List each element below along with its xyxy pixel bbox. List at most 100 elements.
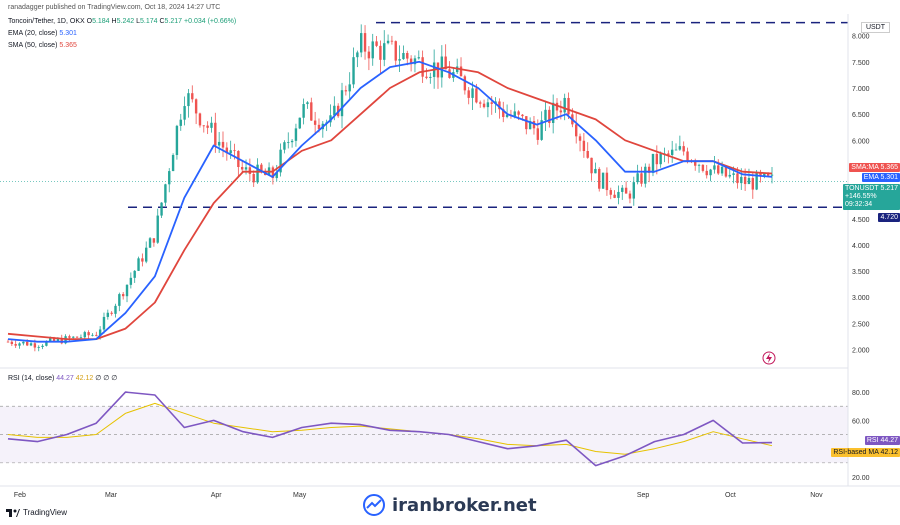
candle-body bbox=[482, 103, 486, 108]
candle-body bbox=[37, 346, 40, 348]
candle-body bbox=[6, 341, 10, 343]
candle-body bbox=[647, 166, 651, 173]
candle-body bbox=[670, 149, 674, 156]
rsi-tick-label: 60.00 bbox=[852, 418, 870, 425]
candle-body bbox=[49, 338, 52, 342]
candle-body bbox=[697, 164, 701, 166]
candle-body bbox=[505, 114, 509, 117]
rsi-legend-label: RSI (14, close) bbox=[8, 375, 55, 382]
candle-body bbox=[72, 336, 75, 338]
candle-body bbox=[83, 332, 86, 338]
candle-body bbox=[559, 110, 563, 113]
indicator-lines bbox=[7, 60, 773, 343]
ohlc-close: C5.217 bbox=[159, 18, 183, 25]
lightning-icon[interactable] bbox=[762, 351, 776, 365]
price-tick-label: 6.500 bbox=[852, 112, 870, 119]
ema-legend[interactable]: EMA (20, close) 5.301 bbox=[8, 30, 77, 37]
candle-body bbox=[578, 136, 582, 141]
candle-body bbox=[333, 105, 336, 116]
candle-body bbox=[528, 121, 532, 130]
candle-body bbox=[306, 102, 309, 105]
candle-body bbox=[313, 120, 317, 125]
candle-body bbox=[548, 109, 551, 124]
candle-body bbox=[590, 157, 593, 174]
time-tick-label: Apr bbox=[211, 492, 223, 499]
candle-body bbox=[486, 102, 490, 108]
candle-body bbox=[417, 57, 420, 59]
candle-body bbox=[724, 166, 728, 177]
candle-body bbox=[502, 109, 505, 117]
ticker-pct: +146.55% bbox=[844, 193, 877, 200]
candle-body bbox=[467, 90, 470, 98]
candle-body bbox=[214, 122, 217, 146]
candle-body bbox=[586, 150, 589, 158]
candle-body bbox=[129, 277, 133, 285]
candle-body bbox=[348, 84, 351, 92]
candle-body bbox=[667, 153, 670, 156]
rsi-tick-label: 80.00 bbox=[852, 390, 870, 397]
ticker-tag: TONUSDT 5.217 +146.55% 09:32:34 bbox=[842, 184, 900, 210]
candle-body bbox=[194, 99, 198, 114]
currency-selector[interactable]: USDT bbox=[860, 22, 890, 33]
candle-body bbox=[705, 170, 708, 176]
candle-body bbox=[444, 56, 447, 70]
candle-body bbox=[605, 172, 609, 191]
sma-legend[interactable]: SMA (50, close) 5.365 bbox=[8, 42, 77, 49]
tradingview-logo[interactable]: TradingView bbox=[6, 508, 67, 517]
candle-body bbox=[256, 164, 259, 183]
candle-body bbox=[240, 167, 244, 170]
rsi-band bbox=[0, 405, 848, 464]
candle-body bbox=[601, 172, 605, 189]
candle-body bbox=[79, 337, 83, 339]
candle-body bbox=[540, 120, 543, 140]
candle-body bbox=[402, 52, 405, 60]
candle-body bbox=[141, 258, 144, 262]
candle-body bbox=[525, 116, 528, 130]
rsi-ma-legend-value: 42.12 bbox=[75, 375, 94, 382]
candle-body bbox=[743, 176, 747, 185]
candle-body bbox=[233, 150, 236, 152]
candle-body bbox=[171, 154, 175, 172]
candle-body bbox=[686, 151, 689, 161]
candle-body bbox=[87, 332, 90, 336]
candle-body bbox=[302, 104, 305, 118]
candle-body bbox=[10, 341, 14, 345]
rsi-line bbox=[7, 391, 773, 467]
candle-body bbox=[490, 102, 493, 104]
candle-body bbox=[555, 102, 559, 111]
time-tick-label: Sep bbox=[637, 492, 650, 499]
candle-body bbox=[137, 258, 140, 271]
candle-body bbox=[221, 141, 225, 148]
candle-body bbox=[567, 97, 570, 115]
ohlc-low: L5.174 bbox=[136, 18, 158, 25]
candle-body bbox=[244, 167, 248, 170]
candle-body bbox=[271, 167, 275, 179]
support-tag: 4.720 bbox=[878, 213, 900, 222]
candle-body bbox=[98, 329, 102, 336]
candle-body bbox=[651, 153, 655, 173]
ema-legend-value: 5.301 bbox=[59, 30, 77, 37]
rsi-legend[interactable]: RSI (14, close) 44.27 42.12 ∅ ∅ ∅ bbox=[8, 374, 117, 382]
candle-body bbox=[628, 193, 632, 199]
candle-body bbox=[536, 128, 540, 140]
candle-body bbox=[225, 147, 229, 154]
candle-body bbox=[563, 97, 566, 113]
candle-body bbox=[409, 58, 413, 65]
symbol-legend: Toncoin/Tether, 1D, OKX O5.184 H5.242 L5… bbox=[8, 18, 236, 25]
candle-body bbox=[513, 111, 516, 117]
candle-body bbox=[164, 184, 167, 203]
candle-body bbox=[394, 41, 397, 61]
candle-body bbox=[360, 33, 363, 53]
candle-body bbox=[41, 345, 44, 347]
candle-body bbox=[152, 238, 156, 243]
rsi-axis: 80.00 60.00 20.00 bbox=[852, 390, 870, 482]
symbol-title: Toncoin/Tether, 1D, OKX bbox=[8, 18, 85, 25]
candle-body bbox=[709, 169, 712, 176]
candle-body bbox=[283, 142, 286, 150]
candle-body bbox=[517, 111, 520, 115]
candle-body bbox=[198, 113, 202, 126]
candle-body bbox=[191, 93, 194, 100]
candle-body bbox=[678, 146, 682, 150]
candle-body bbox=[118, 294, 121, 306]
